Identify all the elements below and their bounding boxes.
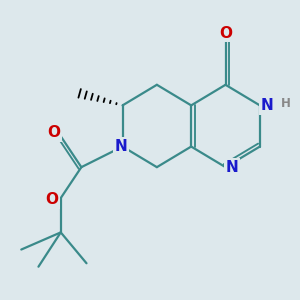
Text: O: O	[47, 125, 60, 140]
Text: H: H	[281, 97, 291, 110]
Text: O: O	[219, 26, 232, 41]
Text: O: O	[46, 192, 59, 207]
Text: N: N	[225, 160, 238, 175]
Text: N: N	[115, 139, 127, 154]
Text: N: N	[261, 98, 274, 113]
